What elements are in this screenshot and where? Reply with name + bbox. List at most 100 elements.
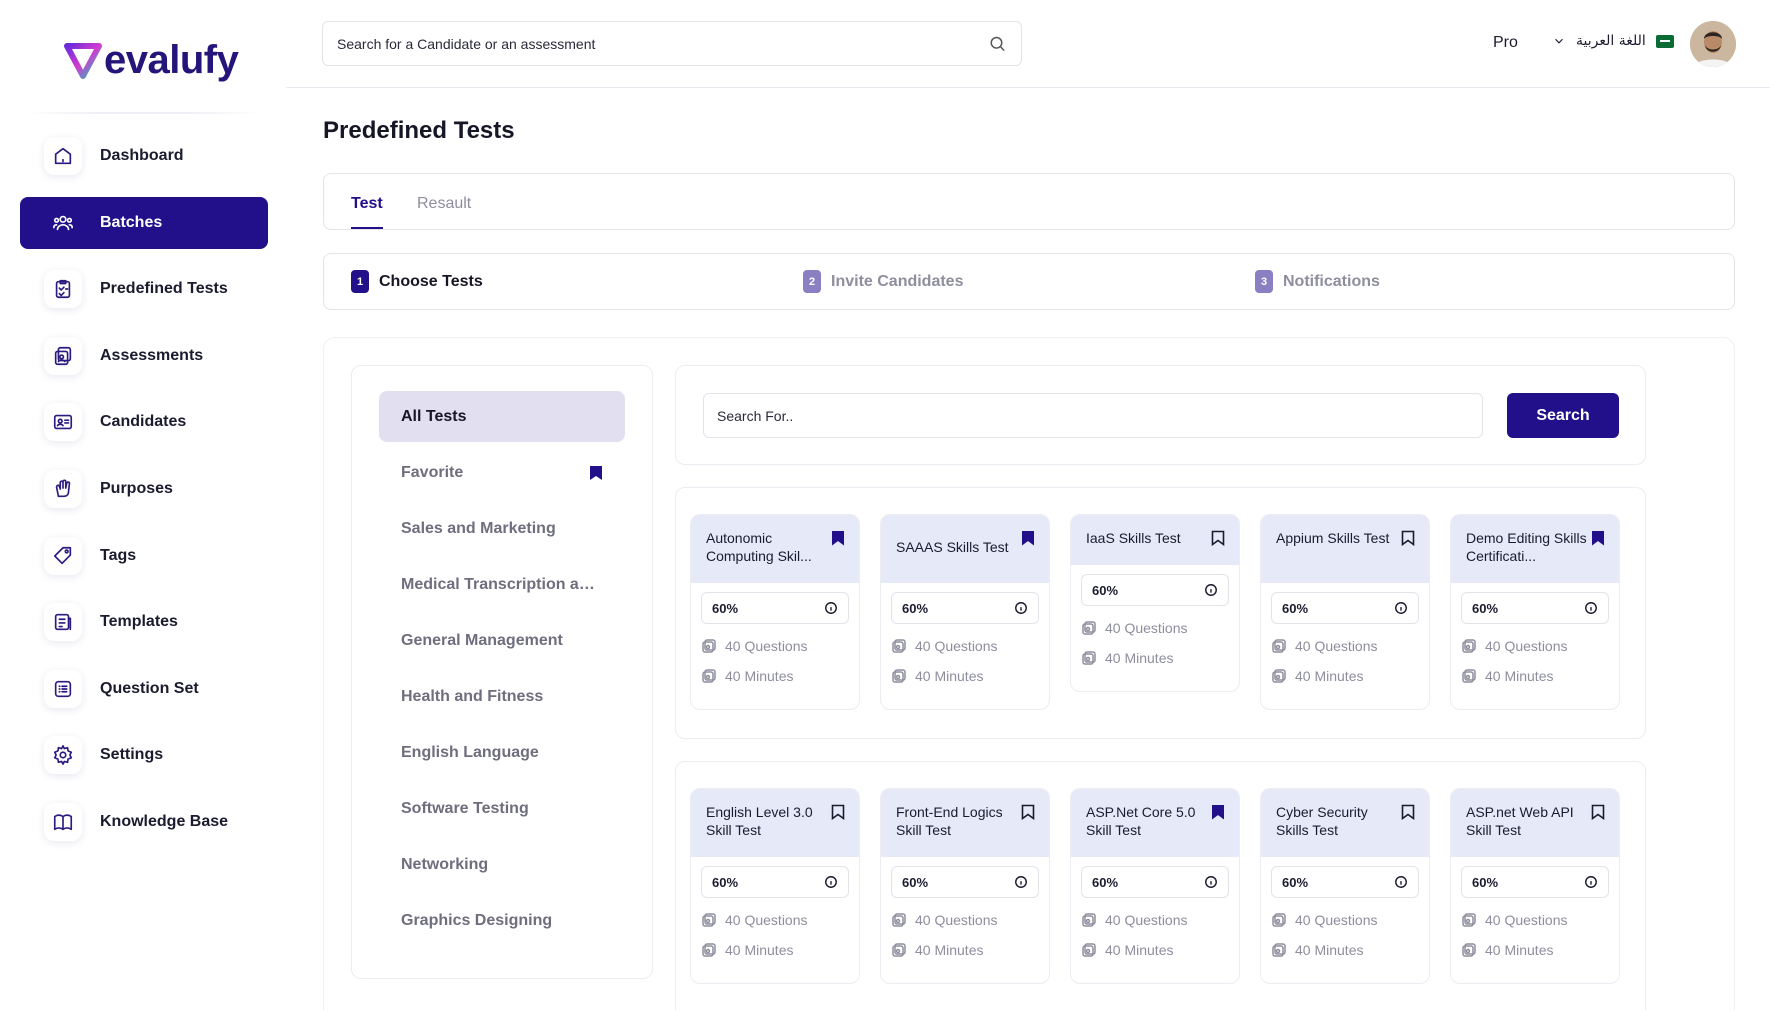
sidebar-nav: Dashboard Batches Predefined Tests Asses… bbox=[20, 137, 268, 863]
sidebar-item-candidates[interactable]: Candidates bbox=[20, 396, 268, 448]
info-icon[interactable] bbox=[1204, 875, 1218, 889]
sidebar-item-label: Settings bbox=[100, 746, 164, 764]
step-choose-tests[interactable]: 1 Choose Tests bbox=[351, 270, 483, 293]
avatar[interactable] bbox=[1690, 21, 1736, 67]
category-all-tests[interactable]: All Tests bbox=[379, 391, 625, 442]
questions-count: 40 Questions bbox=[1485, 638, 1568, 654]
bookmark-icon[interactable] bbox=[1211, 530, 1225, 546]
test-card[interactable]: SAAAS Skills Test 60% 40 Questions 40 Minut… bbox=[880, 514, 1050, 710]
sidebar-item-settings[interactable]: Settings bbox=[20, 729, 268, 781]
info-icon[interactable] bbox=[824, 601, 838, 615]
pass-score-box: 60% bbox=[1081, 574, 1229, 606]
category-software-testing[interactable]: Software Testing bbox=[379, 783, 625, 834]
info-icon[interactable] bbox=[1394, 875, 1408, 889]
minutes-meta: 40 Minutes bbox=[1271, 942, 1429, 958]
category-general-management[interactable]: General Management bbox=[379, 615, 625, 666]
pass-score: 60% bbox=[902, 600, 929, 616]
step-invite-candidates[interactable]: 2 Invite Candidates bbox=[803, 270, 963, 293]
questions-meta: 40 Questions bbox=[1271, 912, 1429, 928]
category-sales-marketing[interactable]: Sales and Marketing bbox=[379, 503, 625, 554]
test-card[interactable]: Cyber Security Skills Test 60% 40 Question… bbox=[1260, 788, 1430, 984]
test-card-header: English Level 3.0 Skill Test bbox=[691, 789, 859, 857]
search-button[interactable]: Search bbox=[1507, 393, 1619, 438]
pass-score-box: 60% bbox=[1271, 866, 1419, 898]
pass-score-box: 60% bbox=[1461, 592, 1609, 624]
duration-icon bbox=[702, 669, 716, 683]
bookmark-icon[interactable] bbox=[1401, 530, 1415, 546]
info-icon[interactable] bbox=[1584, 601, 1598, 615]
test-card[interactable]: Appium Skills Test 60% 40 Questions 40 Minu… bbox=[1260, 514, 1430, 710]
duration-icon bbox=[702, 943, 716, 957]
test-card[interactable]: Autonomic Computing Skil... 60% 40 Questio… bbox=[690, 514, 860, 710]
tab-resault[interactable]: Resault bbox=[417, 195, 472, 212]
step-notifications[interactable]: 3 Notifications bbox=[1255, 270, 1380, 293]
template-icon bbox=[44, 603, 82, 642]
bookmark-icon[interactable] bbox=[831, 804, 845, 820]
info-icon[interactable] bbox=[1014, 875, 1028, 889]
bookmark-icon[interactable] bbox=[831, 530, 845, 546]
topbar: Pro اللغة العربية bbox=[286, 0, 1770, 88]
language-selector[interactable]: اللغة العربية bbox=[1552, 33, 1674, 49]
test-card[interactable]: ASP.Net Core 5.0 Skill Test 60% 40 Questio… bbox=[1070, 788, 1240, 984]
questions-count: 40 Questions bbox=[1485, 912, 1568, 928]
category-medical-transcription[interactable]: Medical Transcription an... bbox=[379, 559, 625, 610]
sidebar-item-dashboard[interactable]: Dashboard bbox=[20, 130, 268, 182]
sidebar-item-purposes[interactable]: Purposes bbox=[20, 463, 268, 515]
sidebar-item-assessments[interactable]: Assessments bbox=[20, 330, 268, 382]
category-favorite[interactable]: Favorite bbox=[379, 447, 625, 498]
category-networking[interactable]: Networking bbox=[379, 839, 625, 890]
sidebar-item-knowledge-base[interactable]: Knowledge Base bbox=[20, 796, 268, 848]
pass-score-box: 60% bbox=[891, 866, 1039, 898]
questions-count: 40 Questions bbox=[725, 912, 808, 928]
sidebar-item-predefined-tests[interactable]: Predefined Tests bbox=[20, 263, 268, 315]
category-english-language[interactable]: English Language bbox=[379, 727, 625, 778]
category-graphics-designing[interactable]: Graphics Designing bbox=[379, 895, 625, 946]
category-label: Sales and Marketing bbox=[401, 519, 556, 537]
sidebar-item-templates[interactable]: Templates bbox=[20, 596, 268, 648]
step-number: 2 bbox=[803, 270, 821, 293]
global-search-input[interactable] bbox=[337, 35, 988, 52]
info-icon[interactable] bbox=[1394, 601, 1408, 615]
minutes-count: 40 Minutes bbox=[1105, 942, 1174, 958]
info-icon[interactable] bbox=[1014, 601, 1028, 615]
sidebar-item-tags[interactable]: Tags bbox=[20, 530, 268, 582]
minutes-count: 40 Minutes bbox=[1105, 650, 1174, 666]
sidebar-item-label: Batches bbox=[100, 213, 163, 231]
bookmark-icon[interactable] bbox=[1211, 804, 1225, 820]
test-search-input[interactable] bbox=[717, 407, 1469, 424]
search-icon[interactable] bbox=[988, 34, 1007, 54]
sidebar-item-question-set[interactable]: Question Set bbox=[20, 663, 268, 715]
sidebar-item-batches[interactable]: Batches bbox=[20, 196, 268, 249]
info-icon[interactable] bbox=[1584, 875, 1598, 889]
test-card-header: ASP.net Web API Skill Test bbox=[1451, 789, 1619, 857]
info-icon[interactable] bbox=[1204, 583, 1218, 597]
bookmark-icon[interactable] bbox=[1591, 804, 1605, 820]
test-card[interactable]: ASP.net Web API Skill Test 60% 40 Question… bbox=[1450, 788, 1620, 984]
bookmark-icon[interactable] bbox=[1021, 530, 1035, 546]
bookmark-icon[interactable] bbox=[1591, 530, 1605, 546]
minutes-count: 40 Minutes bbox=[725, 668, 794, 684]
category-label: Networking bbox=[401, 855, 489, 873]
bookmark-icon[interactable] bbox=[1401, 804, 1415, 820]
duration-icon bbox=[1082, 651, 1096, 665]
test-card[interactable]: Demo Editing Skills Certificati... 60% 40 … bbox=[1450, 514, 1620, 710]
sidebar-item-label: Dashboard bbox=[100, 147, 184, 164]
questions-meta: 40 Questions bbox=[1461, 638, 1619, 654]
category-health-fitness[interactable]: Health and Fitness bbox=[379, 671, 625, 722]
questions-icon bbox=[1272, 913, 1286, 927]
global-search bbox=[322, 21, 1022, 66]
test-card-header: Cyber Security Skills Test bbox=[1261, 789, 1429, 857]
logo[interactable]: evalufy bbox=[64, 40, 239, 80]
test-card[interactable]: English Level 3.0 Skill Test 60% 40 Questi… bbox=[690, 788, 860, 984]
test-search-field bbox=[703, 393, 1483, 438]
saudi-flag-icon bbox=[1655, 34, 1674, 48]
test-card[interactable]: Front-End Logics Skill Test 60% 40 Questio… bbox=[880, 788, 1050, 984]
test-card[interactable]: IaaS Skills Test 60% 40 Questions 40 Minute… bbox=[1070, 514, 1240, 692]
duration-icon bbox=[1272, 669, 1286, 683]
tab-test[interactable]: Test bbox=[351, 195, 383, 229]
category-label: General Management bbox=[401, 631, 563, 649]
bookmark-icon[interactable] bbox=[1021, 804, 1035, 820]
questions-count: 40 Questions bbox=[1295, 638, 1378, 654]
info-icon[interactable] bbox=[824, 875, 838, 889]
step-number: 3 bbox=[1255, 270, 1273, 293]
